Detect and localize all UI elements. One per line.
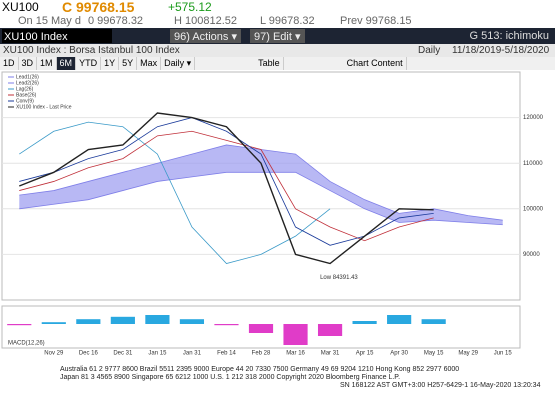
macd-bar: [317, 324, 343, 336]
series-line: [19, 117, 434, 246]
x-tick-label: Mar 16: [286, 351, 305, 357]
x-tick-label: May 15: [424, 351, 444, 357]
ichimoku-cloud: [19, 144, 503, 225]
security-name: XU100 Index : Borsa Istanbul 100 Index: [3, 45, 180, 56]
legend-label: XU100 Index - Last Price: [16, 104, 72, 110]
macd-bar: [421, 319, 446, 324]
x-tick-label: Jun 15: [494, 351, 513, 357]
legend-label: Conv(9): [16, 98, 34, 104]
toolbar-button[interactable]: YTD: [76, 57, 102, 70]
footer-line: Australia 61 2 9777 8600 Brazil 5511 239…: [60, 366, 460, 373]
x-tick-label: Apr 30: [390, 351, 408, 357]
annotation: Low 84391.43: [320, 275, 358, 281]
macd-bar: [145, 315, 170, 324]
toolbar-button[interactable]: 3D: [19, 57, 38, 70]
x-tick-label: Jan 15: [148, 351, 167, 357]
macd-bar: [110, 316, 135, 324]
toolbar-button[interactable]: 1Y: [101, 57, 120, 70]
security-field[interactable]: XU100 Index: [2, 29, 112, 43]
command-bar: XU100 Index 96) Actions ▾ 97) Edit ▾ G 5…: [0, 28, 555, 44]
toolbar-button[interactable]: 1D: [0, 57, 19, 70]
macd-bar: [248, 324, 274, 333]
subheader: XU100 Index : Borsa Istanbul 100 Index D…: [0, 44, 555, 57]
macd-bar: [179, 319, 205, 324]
x-tick-label: Nov 29: [44, 351, 64, 357]
toolbar-button[interactable]: Daily ▾: [161, 57, 196, 70]
legend-label: Lag(26): [16, 86, 34, 92]
footer-line: SN 168122 AST GMT+3:00 H257-6429-1 16-Ma…: [340, 382, 541, 389]
macd-bar: [214, 324, 239, 326]
x-tick-label: Dec 31: [113, 351, 133, 357]
y-tick-label: 110000: [523, 161, 543, 167]
macd-bar: [41, 322, 66, 324]
x-tick-label: Feb 14: [217, 351, 236, 357]
macd-frame: [1, 305, 521, 349]
legend-label: Lead2(26): [16, 80, 39, 86]
x-tick-label: Jan 31: [183, 351, 202, 357]
x-tick-label: May 29: [458, 351, 478, 357]
macd-bar: [352, 321, 377, 324]
series-line: [19, 130, 434, 242]
range-toolbar: 1D 3D 1M 6M YTD 1Y 5Y Max Daily ▾ Table Chart Cont…: [0, 57, 555, 70]
series-line: [19, 121, 331, 264]
on: On 15 May d: [18, 15, 81, 27]
x-tick-label: Mar 31: [321, 351, 340, 357]
footer-line: Japan 81 3 4565 8900 Singapore 65 6212 1…: [60, 374, 401, 381]
prev: Prev 99768.15: [340, 15, 412, 27]
macd-bar: [76, 319, 101, 324]
y-tick-label: 90000: [523, 252, 540, 258]
x-tick-label: Apr 15: [356, 351, 374, 357]
toolbar-button[interactable]: 5Y: [119, 57, 138, 70]
y-tick-label: 120000: [523, 115, 544, 121]
macd-bar: [7, 324, 32, 326]
x-tick-label: Dec 16: [79, 351, 99, 357]
macd-bar: [283, 324, 308, 345]
toolbar-button[interactable]: Chart Content: [344, 57, 407, 70]
actions-button[interactable]: 96) Actions ▾: [170, 29, 241, 43]
toolbar-button[interactable]: 6M: [56, 57, 77, 70]
y-tick-label: 100000: [523, 206, 544, 212]
legend-label: Base(26): [16, 92, 37, 98]
ticker: XU100: [2, 0, 39, 14]
low: L 99678.32: [260, 15, 315, 27]
function-code: G 513: ichimoku: [469, 30, 549, 42]
change: +575.12: [168, 0, 212, 14]
quote-detail: On 15 May d 0 99678.32 H 100812.52 L 996…: [0, 14, 555, 28]
last-price: C 99768.15: [62, 0, 135, 15]
high: H 100812.52: [174, 15, 237, 27]
toolbar-button[interactable]: Max: [137, 57, 162, 70]
legend-label: Lead1(26): [16, 74, 39, 80]
open: 0 99678.32: [88, 15, 144, 27]
x-tick-label: Feb 28: [252, 351, 271, 357]
macd-legend: MACD(12,26): [8, 341, 45, 347]
edit-button[interactable]: 97) Edit ▾: [250, 29, 305, 43]
quote-line: XU100 C 99768.15 +575.12: [0, 0, 555, 14]
series-line: [19, 112, 434, 265]
toolbar-button[interactable]: Table: [255, 57, 284, 70]
plot-frame: [1, 71, 521, 301]
macd-bar: [387, 315, 412, 324]
chart: 90000 100000 110000 120000 Lead1(26)Lead2(26…: [1, 71, 544, 357]
date-range: 11/18/2019-5/18/2020: [452, 45, 550, 56]
toolbar-button[interactable]: 1M: [37, 57, 57, 70]
period: Daily: [418, 45, 441, 56]
